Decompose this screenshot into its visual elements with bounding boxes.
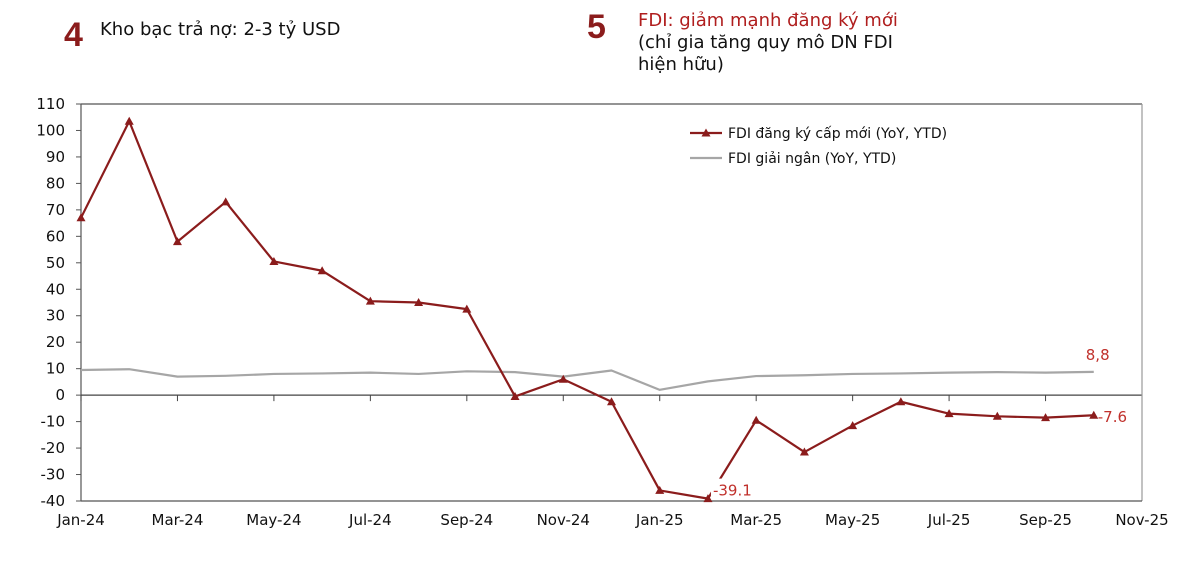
x-tick-label: Nov-24 xyxy=(537,511,590,529)
series-line-1 xyxy=(80,368,1094,391)
triangle-marker xyxy=(414,298,424,306)
x-tick-label: Mar-24 xyxy=(152,511,204,529)
triangle-marker xyxy=(896,397,906,406)
y-tick-label: 100 xyxy=(36,121,65,139)
section-number-4: 4 xyxy=(64,16,83,54)
triangle-marker xyxy=(944,409,954,418)
triangle-marker xyxy=(510,391,520,400)
y-tick-label: -10 xyxy=(41,413,66,431)
annotation-red-last: -7.6 xyxy=(1098,408,1127,426)
annotation-gray-last: 8,8 xyxy=(1086,346,1110,364)
y-tick-label: 90 xyxy=(46,148,65,166)
y-tick-label: 40 xyxy=(46,280,65,298)
legend: FDI đăng ký cấp mới (YoY, YTD) FDI giải n… xyxy=(690,126,947,167)
x-tick-label: May-24 xyxy=(246,511,301,529)
triangle-marker xyxy=(992,411,1002,420)
y-tick-label: 50 xyxy=(46,254,65,272)
section-number-5: 5 xyxy=(587,8,606,46)
triangle-marker xyxy=(799,447,809,456)
y-tick-label: -30 xyxy=(41,466,66,484)
y-tick-label: 80 xyxy=(46,174,65,192)
y-tick-label: 70 xyxy=(46,201,65,219)
triangle-marker xyxy=(76,213,86,222)
triangle-marker xyxy=(365,296,375,305)
triangle-marker xyxy=(1041,413,1051,422)
x-tick-label: Jan-25 xyxy=(635,511,684,529)
chart-subtitle-line2: hiện hữu) xyxy=(638,54,724,75)
x-axis: Jan-24 Mar-24 May-24 Jul-24 Sep-24 Nov-24 Jan-… xyxy=(56,394,1169,529)
series-layer xyxy=(76,116,1099,503)
triangle-marker xyxy=(607,397,616,406)
triangle-marker xyxy=(172,237,182,246)
triangle-marker xyxy=(317,266,327,275)
x-tick-label: Jul-24 xyxy=(348,511,392,529)
triangle-marker xyxy=(558,374,568,383)
annotation-min-value: -39.1 xyxy=(713,482,752,500)
legend-triangle-icon xyxy=(701,128,711,137)
y-tick-label: 110 xyxy=(36,95,65,113)
x-tick-label: Mar-25 xyxy=(730,511,782,529)
y-tick-label: 20 xyxy=(46,333,65,351)
triangle-marker xyxy=(703,494,713,503)
x-tick-label: Sep-24 xyxy=(440,511,493,529)
x-tick-label: Jan-24 xyxy=(56,511,105,529)
y-tick-label: 0 xyxy=(55,386,65,404)
legend-label-gray: FDI giải ngân (YoY, YTD) xyxy=(728,151,896,167)
series-line-0 xyxy=(80,120,1094,500)
chart-subtitle-line1: (chỉ gia tăng quy mô DN FDI xyxy=(638,32,893,53)
triangle-marker xyxy=(848,421,858,430)
triangle-marker xyxy=(462,304,472,313)
triangle-marker xyxy=(751,415,761,424)
x-tick-label: May-25 xyxy=(825,511,880,529)
section-title-left: Kho bạc trả nợ: 2-3 tỷ USD xyxy=(100,19,341,40)
x-tick-label: Sep-25 xyxy=(1019,511,1072,529)
plot-frame xyxy=(81,103,1143,502)
y-tick-label: 60 xyxy=(46,227,65,245)
annotation-bg xyxy=(710,478,755,499)
y-tick-label: 30 xyxy=(46,307,65,325)
x-tick-label: Nov-25 xyxy=(1115,511,1168,529)
y-tick-label: -20 xyxy=(41,439,66,457)
chart-title: FDI: giảm mạnh đăng ký mới xyxy=(638,10,898,31)
section-title-right: FDI: giảm mạnh đăng ký mới (chỉ gia tăng… xyxy=(638,10,898,76)
triangle-marker xyxy=(221,197,231,206)
triangle-marker xyxy=(1089,410,1099,419)
legend-label-red: FDI đăng ký cấp mới (YoY, YTD) xyxy=(728,126,947,142)
y-tick-label: -40 xyxy=(41,492,66,510)
triangle-marker xyxy=(124,116,134,125)
annotations: -39.1 8,8 -7.6 xyxy=(710,346,1127,500)
x-tick-label: Jul-25 xyxy=(927,511,971,529)
y-tick-label: 10 xyxy=(46,360,65,378)
triangle-marker xyxy=(269,256,279,265)
triangle-marker xyxy=(655,485,665,494)
